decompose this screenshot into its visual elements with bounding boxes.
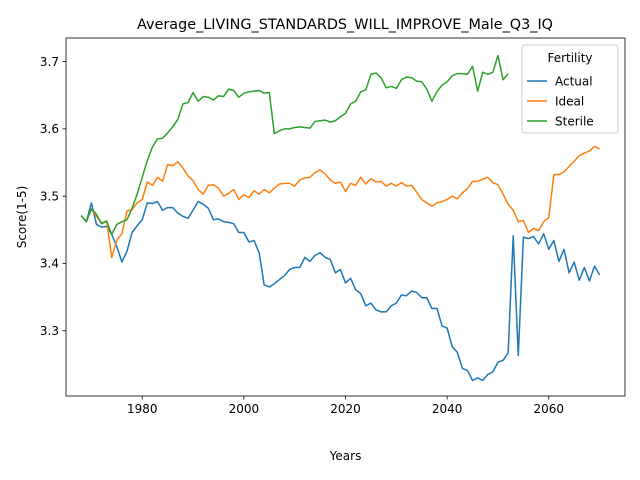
legend-entries: Actual Ideal Sterile bbox=[527, 74, 594, 128]
plot-lines bbox=[80, 54, 601, 382]
y-tick-label: 3.5 bbox=[40, 189, 59, 203]
y-tick-label: 3.4 bbox=[40, 257, 59, 271]
legend-label-sterile: Sterile bbox=[555, 114, 594, 128]
legend-label-actual: Actual bbox=[555, 74, 593, 88]
x-tick-label: 2020 bbox=[330, 402, 361, 416]
legend-box bbox=[521, 44, 619, 134]
plot-frame bbox=[65, 37, 626, 397]
legend-title: Fertility bbox=[547, 51, 592, 65]
series-line-ideal bbox=[80, 145, 600, 259]
x-tick-label: 2040 bbox=[432, 402, 463, 416]
x-axis-label: Years bbox=[329, 449, 362, 463]
chart-title: Average_LIVING_STANDARDS_WILL_IMPROVE_Ma… bbox=[137, 17, 553, 33]
y-tick-label: 3.6 bbox=[40, 122, 59, 136]
y-tick-label: 3.7 bbox=[40, 55, 59, 69]
axes-ticks: 1980 2000 2020 2040 2060 3.3 3.4 3.5 3.6 3.7 bbox=[40, 55, 564, 416]
legend: Fertility Actual Ideal Sterile bbox=[521, 44, 619, 134]
x-tick-label: 2060 bbox=[533, 402, 564, 416]
x-tick-label: 1980 bbox=[127, 402, 158, 416]
y-axis-label: Score(1-5) bbox=[15, 186, 29, 249]
series-line-actual bbox=[80, 200, 601, 382]
legend-label-ideal: Ideal bbox=[555, 94, 584, 108]
y-tick-label: 3.3 bbox=[40, 324, 59, 338]
series-line-sterile bbox=[80, 54, 509, 236]
x-tick-label: 2000 bbox=[229, 402, 260, 416]
